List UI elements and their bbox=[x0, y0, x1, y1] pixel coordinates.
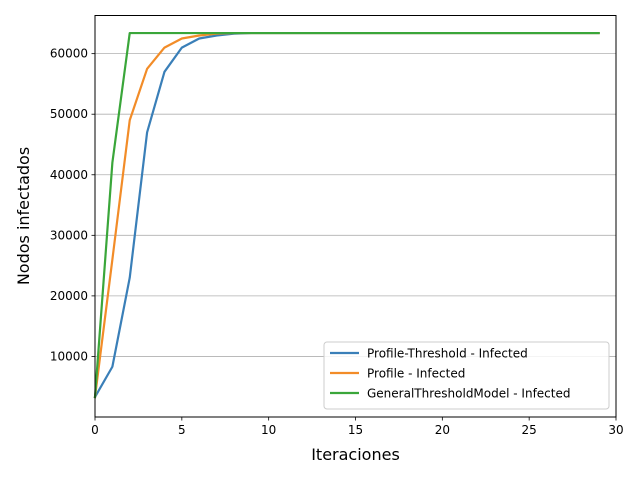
y-tick-label: 40000 bbox=[50, 168, 88, 182]
legend-label: Profile - Infected bbox=[367, 367, 465, 381]
legend: Profile-Threshold - Infected Profile - In… bbox=[323, 341, 610, 410]
y-axis: 10000 20000 30000 40000 50000 60000 bbox=[50, 47, 95, 363]
legend-box bbox=[323, 341, 610, 410]
x-tick-label: 20 bbox=[435, 423, 450, 437]
legend-label: GeneralThresholdModel - Infected bbox=[367, 387, 570, 401]
x-axis-label: Iteraciones bbox=[311, 445, 400, 464]
x-tick-label: 30 bbox=[608, 423, 623, 437]
y-tick-label: 60000 bbox=[50, 47, 88, 61]
x-tick-label: 15 bbox=[348, 423, 363, 437]
x-tick-label: 10 bbox=[261, 423, 276, 437]
legend-label: Profile-Threshold - Infected bbox=[367, 347, 528, 361]
y-axis-label: Nodos infectados bbox=[14, 147, 33, 285]
x-axis: 0 5 10 15 20 25 30 bbox=[91, 417, 624, 437]
y-tick-label: 50000 bbox=[50, 107, 88, 121]
y-tick-label: 10000 bbox=[50, 349, 88, 363]
y-tick-label: 30000 bbox=[50, 228, 88, 242]
series-line-3 bbox=[93, 31, 600, 399]
series-lines bbox=[93, 31, 600, 399]
x-tick-label: 0 bbox=[91, 423, 99, 437]
grid-lines bbox=[95, 53, 616, 357]
x-tick-label: 5 bbox=[178, 423, 186, 437]
x-tick-label: 25 bbox=[522, 423, 537, 437]
y-tick-label: 20000 bbox=[50, 289, 88, 303]
